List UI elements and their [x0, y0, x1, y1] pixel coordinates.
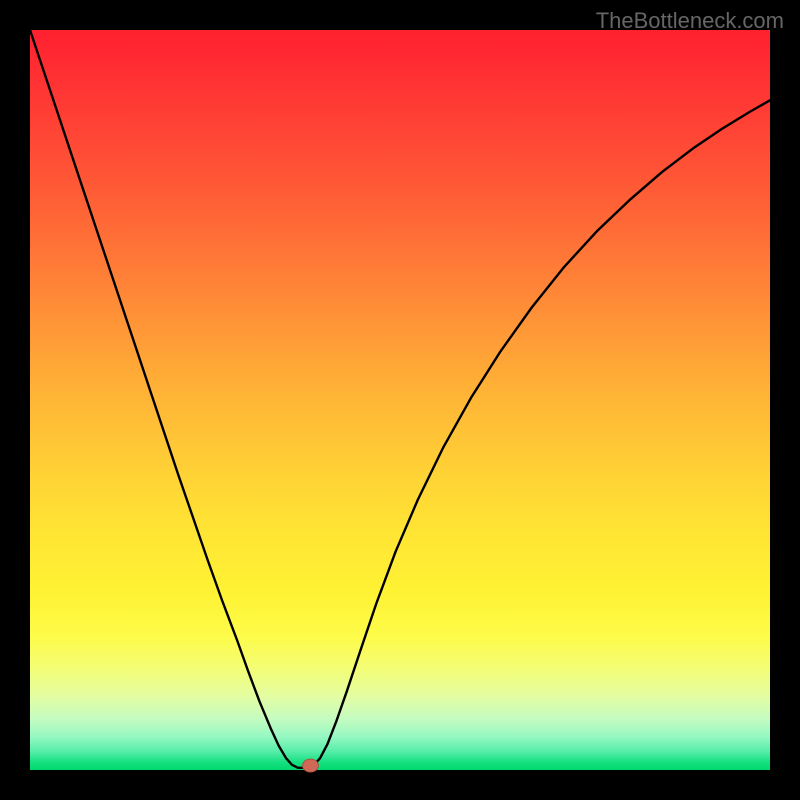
- watermark-text: TheBottleneck.com: [596, 8, 784, 34]
- optimal-point-marker: [302, 759, 318, 772]
- bottleneck-curve-chart: [0, 0, 800, 800]
- plot-background-gradient: [30, 30, 770, 770]
